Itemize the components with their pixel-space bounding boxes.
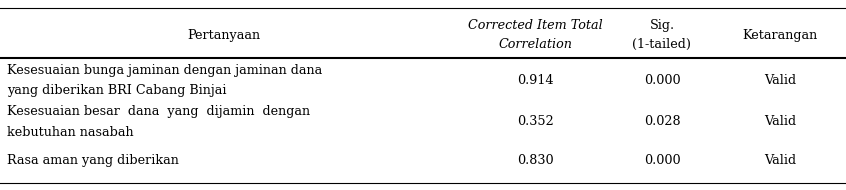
Text: Valid: Valid <box>765 154 796 167</box>
Text: Kesesuaian besar  dana  yang  dijamin  dengan: Kesesuaian besar dana yang dijamin denga… <box>7 105 310 118</box>
Text: 0.830: 0.830 <box>517 154 553 167</box>
Text: Valid: Valid <box>765 115 796 128</box>
Text: yang diberikan BRI Cabang Binjai: yang diberikan BRI Cabang Binjai <box>7 84 226 97</box>
Text: 0.000: 0.000 <box>644 154 680 167</box>
Text: Correlation: Correlation <box>498 38 572 51</box>
Text: Ketarangan: Ketarangan <box>743 29 818 42</box>
Text: 0.000: 0.000 <box>644 74 680 87</box>
Text: Pertanyaan: Pertanyaan <box>188 29 261 42</box>
Text: 0.352: 0.352 <box>517 115 553 128</box>
Text: 0.914: 0.914 <box>517 74 553 87</box>
Text: 0.028: 0.028 <box>644 115 680 128</box>
Text: kebutuhan nasabah: kebutuhan nasabah <box>7 126 134 139</box>
Text: Rasa aman yang diberikan: Rasa aman yang diberikan <box>7 154 179 167</box>
Text: Kesesuaian bunga jaminan dengan jaminan dana: Kesesuaian bunga jaminan dengan jaminan … <box>7 64 322 77</box>
Text: (1-tailed): (1-tailed) <box>633 38 691 51</box>
Text: Valid: Valid <box>765 74 796 87</box>
Text: Corrected Item Total: Corrected Item Total <box>468 19 602 32</box>
Text: Sig.: Sig. <box>650 19 674 32</box>
